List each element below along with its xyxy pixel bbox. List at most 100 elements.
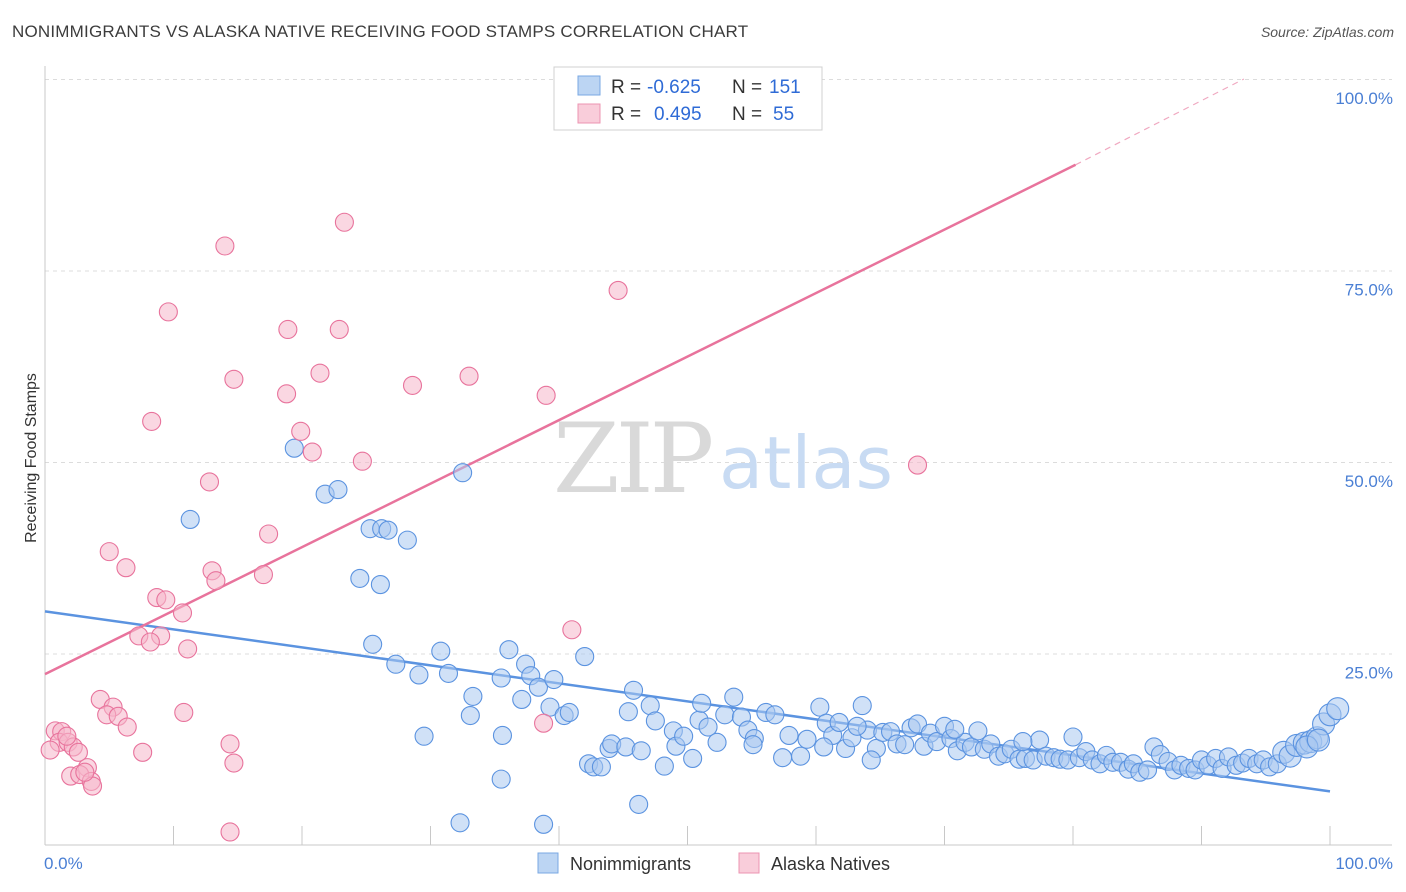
nonimmigrant-point <box>829 712 849 732</box>
nonimmigrant-point <box>629 794 649 814</box>
nonimmigrant-point <box>499 640 519 660</box>
nonimmigrant-point <box>540 697 560 717</box>
alaska-native-point <box>277 384 297 404</box>
nonimmigrant-point <box>1137 760 1158 780</box>
nonimmigrant-point <box>378 520 398 540</box>
alaska-native-point <box>178 639 198 659</box>
alaska-native-point <box>562 620 582 640</box>
nonimmigrant-point <box>492 725 513 746</box>
chart-title: NONIMMIGRANTS VS ALASKA NATIVE RECEIVING… <box>12 22 749 41</box>
nonimmigrant-point <box>654 756 674 776</box>
alaska-native-point <box>57 726 77 746</box>
alaska-native-point <box>402 375 423 395</box>
nonimmigrant-point <box>363 634 383 654</box>
source-label: Source: ZipAtlas.com <box>1260 24 1394 40</box>
alaska-native-point <box>75 762 95 782</box>
alaska-native-point <box>224 369 244 389</box>
nonimmigrant-point <box>397 530 417 550</box>
legend-r-label-1: R = <box>611 77 641 98</box>
alaska-native-point <box>334 212 354 232</box>
nonimmigrant-point <box>460 705 480 726</box>
legend-swatch-nonimmigrants <box>577 75 601 96</box>
nonimmigrant-point <box>715 705 735 725</box>
nonimmigrant-point <box>674 726 694 746</box>
nonimmigrant-point <box>575 647 595 667</box>
bottom-legend-swatch-alaska-natives <box>738 852 760 874</box>
nonimmigrant-point <box>528 677 548 697</box>
nonimmigrant-point <box>743 735 763 755</box>
nonimmigrant-point <box>180 509 200 530</box>
nonimmigrant-point <box>370 575 390 595</box>
nonimmigrant-point <box>1326 697 1350 721</box>
nonimmigrant-point <box>645 711 665 731</box>
legend-n-value-1: 151 <box>769 77 801 98</box>
legend-n-label-2: N = <box>732 104 762 125</box>
trend-line-extension-alaska-natives <box>1075 78 1245 166</box>
alaska-native-point <box>907 455 928 475</box>
bottom-legend-alaska-natives: Alaska Natives <box>771 854 890 874</box>
nonimmigrant-point <box>450 813 470 833</box>
watermark-zip: ZIP <box>553 403 712 515</box>
nonimmigrant-point <box>907 714 928 734</box>
alaska-natives-points <box>40 212 928 842</box>
bottom-legend-swatch-nonimmigrants <box>537 852 559 874</box>
alaska-native-point <box>536 385 556 405</box>
y-tick-labels: 25.0% 50.0% 75.0% 100.0% <box>1335 89 1393 683</box>
nonimmigrant-point <box>1030 730 1050 750</box>
alaska-native-point <box>302 442 322 462</box>
alaska-native-point <box>117 717 137 737</box>
alaska-native-point <box>156 590 176 610</box>
gridlines <box>45 79 1392 655</box>
alaska-native-point <box>40 740 60 760</box>
alaska-native-point <box>534 713 554 733</box>
nonimmigrant-point <box>453 463 473 483</box>
nonimmigrant-point <box>1306 728 1330 752</box>
alaska-native-point <box>99 542 119 562</box>
nonimmigrant-point <box>623 680 644 700</box>
alaska-native-point <box>329 319 349 340</box>
nonimmigrant-point <box>431 641 451 661</box>
bottom-legend-nonimmigrants: Nonimmigrants <box>570 854 691 874</box>
nonimmigrant-point <box>386 654 406 674</box>
legend-n-label-1: N = <box>732 77 762 98</box>
alaska-native-point <box>215 236 235 256</box>
nonimmigrant-point <box>491 769 511 789</box>
y-tick-label-25: 25.0% <box>1345 664 1393 683</box>
nonimmigrant-point <box>409 665 429 685</box>
nonimmigrant-point <box>1013 732 1033 752</box>
alaska-native-point <box>253 565 274 585</box>
nonimmigrant-point <box>534 814 554 834</box>
nonimmigrant-point <box>438 663 459 683</box>
alaska-native-point <box>224 753 244 773</box>
alaska-native-point <box>352 451 372 471</box>
nonimmigrant-point <box>284 438 304 458</box>
nonimmigrant-point <box>773 748 793 768</box>
alaska-native-point <box>172 603 193 623</box>
nonimmigrant-point <box>852 696 872 716</box>
alaska-native-point <box>68 742 88 762</box>
nonimmigrant-point <box>1063 727 1083 747</box>
alaska-native-point <box>291 421 311 441</box>
nonimmigrant-point <box>683 748 703 768</box>
alaska-native-point <box>199 472 220 492</box>
nonimmigrants-points <box>180 438 1350 834</box>
nonimmigrant-point <box>945 719 965 739</box>
nonimmigrant-point <box>707 732 727 752</box>
y-tick-label-75: 75.0% <box>1345 281 1393 300</box>
alaska-native-point <box>459 366 479 386</box>
series-legend: Nonimmigrants Alaska Natives <box>537 852 890 874</box>
legend-r-value-2: 0.495 <box>654 104 702 125</box>
nonimmigrant-point <box>544 669 564 690</box>
alaska-native-point <box>133 742 153 762</box>
nonimmigrant-point <box>810 697 830 717</box>
alaska-native-point <box>220 734 240 754</box>
nonimmigrant-point <box>861 750 881 770</box>
nonimmigrant-point <box>847 716 867 736</box>
y-tick-label-100: 100.0% <box>1335 89 1393 108</box>
y-tick-label-50: 50.0% <box>1345 472 1393 491</box>
legend-swatch-alaska-natives <box>577 103 601 124</box>
nonimmigrant-point <box>692 693 712 713</box>
nonimmigrant-point <box>724 687 744 707</box>
legend-r-label-2: R = <box>611 104 641 125</box>
